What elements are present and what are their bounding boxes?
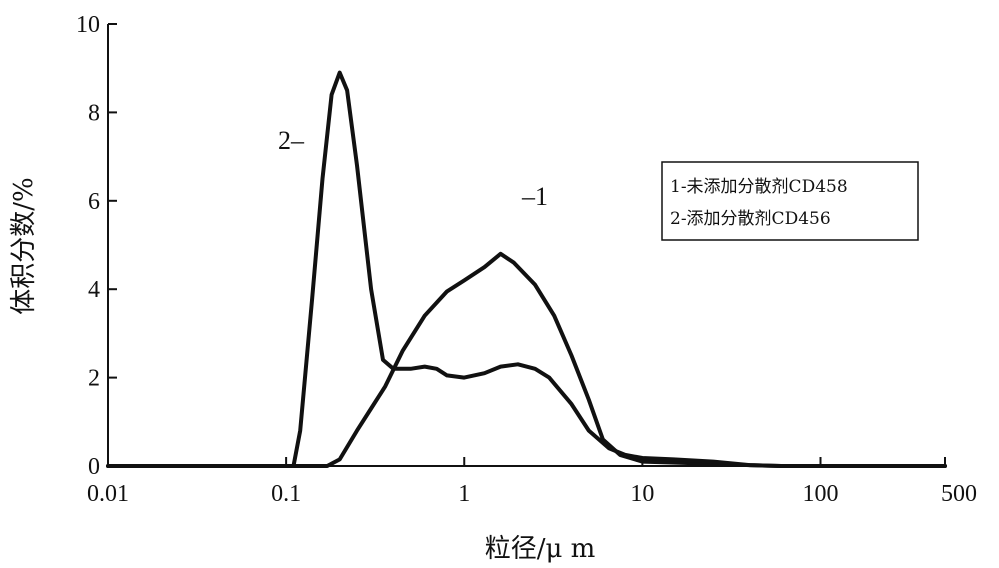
x-axis-title: 粒径/μ m: [485, 534, 596, 564]
curve-label-1: –1: [521, 182, 548, 211]
series-2-line: [106, 70, 947, 468]
x-tick-label-4: 100: [802, 481, 838, 507]
x-tick-label-0: 0.01: [87, 481, 129, 507]
legend-item-2: 2-添加分散剂CD456: [670, 209, 831, 229]
legend: 1-未添加分散剂CD458 2-添加分散剂CD456: [661, 161, 919, 241]
y-tick-label-1: 2: [88, 366, 100, 392]
y-tick-label-3: 6: [88, 189, 100, 215]
curve-label-2: 2–: [278, 126, 305, 155]
y-axis-title: 体积分数/%: [9, 177, 39, 314]
legend-item-1: 1-未添加分散剂CD458: [670, 177, 848, 197]
series-1-line: [106, 251, 947, 468]
legend-box: [661, 161, 919, 241]
curves: [106, 70, 947, 468]
y-tick-label-4: 8: [88, 100, 100, 126]
x-tick-label-1: 0.1: [271, 481, 301, 507]
y-tick-label-0: 0: [88, 454, 100, 480]
y-tick-label-2: 4: [88, 277, 100, 303]
y-tick-label-5: 10: [76, 12, 100, 38]
axes: 0 2 4 6 8 10 0.01 0.1 1 10 100 500: [76, 12, 977, 507]
x-tick-label-5: 500: [941, 481, 977, 507]
x-tick-label-2: 1: [458, 481, 470, 507]
x-tick-label-3: 10: [630, 481, 654, 507]
